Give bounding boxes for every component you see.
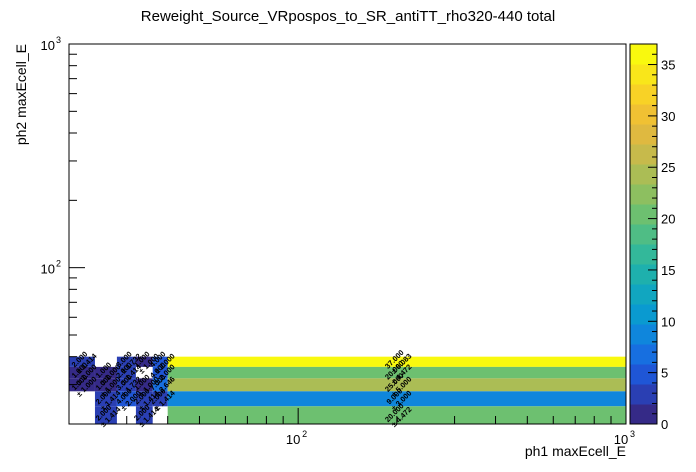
colorbar-swatch	[630, 264, 657, 285]
colorbar-swatch	[630, 84, 657, 105]
colorbar-swatch	[630, 384, 657, 405]
heatmap-cell	[167, 356, 626, 367]
colorbar-swatch	[630, 184, 657, 205]
colorbar-swatch	[630, 144, 657, 165]
heatmap-cell	[152, 378, 168, 392]
colorbar-tick-label: 0	[661, 417, 668, 432]
heatmap-cell	[116, 378, 136, 392]
x-axis: 10 2 10 3	[68, 408, 635, 447]
colorbar-swatch	[630, 324, 657, 345]
colorbar-tick-label: 30	[661, 109, 675, 124]
colorbar-swatch	[630, 164, 657, 185]
heatmap-cell	[94, 378, 117, 392]
heatmap-cell	[94, 366, 117, 379]
heatmap-cell	[94, 406, 117, 424]
x-axis-label: ph1 maxEcell_E	[525, 443, 626, 459]
colorbar-swatch	[630, 304, 657, 325]
colorbar-swatch	[630, 244, 657, 265]
heatmap-cell	[167, 366, 626, 379]
colorbar-swatch	[630, 124, 657, 145]
heatmap-cells	[69, 356, 626, 424]
y-tick-label: 10	[41, 262, 55, 277]
y-tick-exponent: 2	[56, 259, 61, 269]
heatmap-cell	[167, 391, 626, 407]
colorbar-swatch	[630, 224, 657, 245]
x-tick-label: 10	[614, 432, 628, 447]
heatmap-cell	[135, 391, 153, 407]
colorbar-tick-label: 35	[661, 58, 675, 73]
y-axis-label: ph2 maxEcell_E	[13, 44, 29, 145]
colorbar-swatch	[630, 44, 657, 65]
heatmap-cell	[167, 406, 626, 424]
plot-frame	[68, 43, 627, 425]
heatmap-cell	[69, 366, 95, 379]
colorbar-swatch	[630, 404, 657, 425]
y-tick-label: 10	[41, 38, 55, 53]
heatmap-cell	[135, 378, 153, 392]
heatmap-cell	[135, 406, 153, 424]
heatmap-cell	[135, 356, 153, 367]
heatmap-cell	[116, 391, 136, 407]
colorbar-tick-label: 25	[661, 160, 675, 175]
heatmap-cell	[69, 356, 95, 367]
heatmap-cell	[69, 378, 95, 392]
heatmap-cell	[116, 366, 136, 379]
heatmap-cell	[167, 378, 626, 392]
heatmap-cell	[152, 391, 168, 407]
x-tick-exponent: 3	[630, 429, 635, 439]
heatmap-cell	[116, 356, 136, 367]
colorbar-tick-label: 20	[661, 212, 675, 227]
colorbar-tick-label: 5	[661, 366, 668, 381]
heatmap-cell	[152, 366, 168, 379]
colorbar-swatch	[630, 364, 657, 385]
colorbar-tick-label: 15	[661, 263, 675, 278]
colorbar-swatch	[630, 64, 657, 85]
colorbar-swatch	[630, 344, 657, 365]
heatmap-cell	[94, 391, 117, 407]
colorbar: 0 5 10 15 20 25 30 35	[629, 43, 675, 432]
heatmap-cell	[152, 356, 168, 367]
colorbar-swatch	[630, 104, 657, 125]
colorbar-swatch	[630, 204, 657, 225]
colorbar-frame	[629, 43, 658, 425]
colorbar-tick-label: 10	[661, 314, 675, 329]
chart-title: Reweight_Source_VRpospos_to_SR_antiTT_rh…	[141, 8, 555, 25]
x-tick-exponent: 2	[302, 429, 307, 439]
colorbar-swatch	[630, 284, 657, 305]
x-tick-label: 10	[286, 432, 300, 447]
y-tick-exponent: 3	[56, 35, 61, 45]
